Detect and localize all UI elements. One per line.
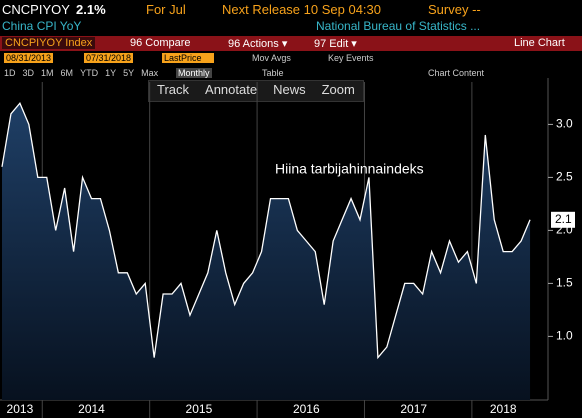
edit-button[interactable]: 97 Edit ▾ <box>314 38 357 50</box>
range-button[interactable]: 1M <box>41 68 54 78</box>
tool-button[interactable]: Annotate <box>205 82 258 97</box>
key-events[interactable]: Key Events <box>328 53 374 63</box>
x-tick-label: 2014 <box>78 402 105 416</box>
y-tick-label: 2.5 <box>556 170 573 184</box>
range-button[interactable]: 1Y <box>105 68 117 78</box>
survey: Survey -- <box>428 2 481 17</box>
mov-avgs[interactable]: Mov Avgs <box>252 53 291 63</box>
chart-tools: Track Annotate News Zoom <box>148 80 364 102</box>
x-tick-label: 2017 <box>400 402 427 416</box>
x-tick-label: 2018 <box>490 402 517 416</box>
y-tick-label: 2.0 <box>556 223 573 237</box>
tool-button[interactable]: Track <box>157 82 190 97</box>
x-tick-label: 2013 <box>7 402 34 416</box>
compare-button[interactable]: 96 Compare <box>130 37 191 49</box>
y-tick-label: 3.0 <box>556 117 573 131</box>
series-line <box>1 101 531 360</box>
security-name: China CPI YoY <box>2 19 82 33</box>
last-value-box <box>551 211 575 228</box>
period: For Jul <box>146 2 186 17</box>
start-date[interactable]: 08/31/2013 <box>4 53 54 63</box>
action-bar <box>0 36 582 51</box>
actions-button[interactable]: 96 Actions ▾ <box>228 38 288 50</box>
x-tick-label: 2016 <box>293 402 320 416</box>
range-button[interactable]: 6M <box>60 68 74 78</box>
last-value-label: 2.1 <box>555 212 572 226</box>
annotation: Hiina tarbijahinnaindeks <box>275 161 424 177</box>
next-release: Next Release 10 Sep 04:30 <box>222 2 381 17</box>
field-select[interactable]: LastPrice <box>162 53 214 63</box>
tool-button[interactable]: Zoom <box>321 82 355 97</box>
frequency[interactable]: Monthly <box>176 68 212 78</box>
end-date[interactable]: 07/31/2018 <box>84 53 134 63</box>
range-button[interactable]: 3D <box>22 68 35 78</box>
x-tick-label: 2015 <box>186 402 213 416</box>
tool-button[interactable]: News <box>273 82 306 97</box>
range-button[interactable]: Max <box>141 68 159 78</box>
security-field[interactable]: CNCPIYOY Index <box>2 37 96 49</box>
range-button[interactable]: 5Y <box>123 68 135 78</box>
table-button[interactable]: Table <box>262 68 284 78</box>
range-buttons: 1D 3D 1M 6M YTD 1Y 5Y Max <box>4 68 165 78</box>
last-value: 2.1% <box>76 2 106 17</box>
range-button[interactable]: YTD <box>80 68 99 78</box>
range-button[interactable]: 1D <box>4 68 16 78</box>
ticker: CNCPIYOY <box>2 2 70 17</box>
y-tick-label: 1.5 <box>556 276 573 290</box>
view-label: Line Chart <box>514 37 565 49</box>
y-tick-label: 1.0 <box>556 329 573 343</box>
area-fill <box>2 103 531 400</box>
chart-content[interactable]: Chart Content <box>428 68 485 78</box>
source: National Bureau of Statistics ... <box>316 19 481 33</box>
